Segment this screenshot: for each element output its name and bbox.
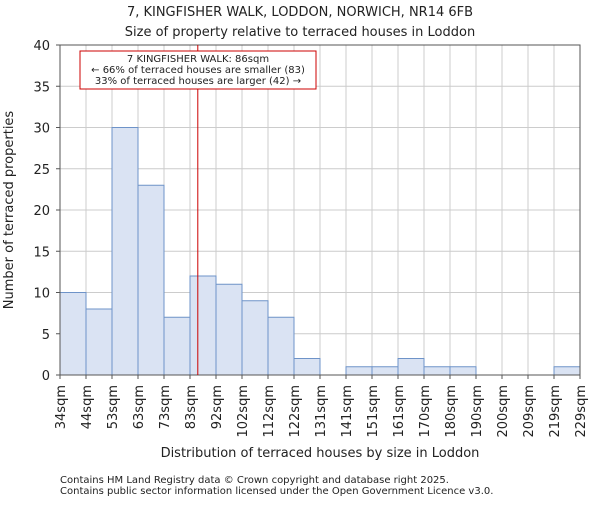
- x-tick-label: 73sqm: [158, 385, 173, 429]
- annotation-line-1: 7 KINGFISHER WALK: 86sqm: [127, 54, 269, 65]
- chart-title: 7, KINGFISHER WALK, LODDON, NORWICH, NR1…: [127, 5, 473, 20]
- histogram-bar: [423, 366, 451, 376]
- histogram-bar: [59, 292, 87, 376]
- y-tick-label: 30: [33, 122, 50, 137]
- x-tick-label: 53sqm: [106, 385, 121, 429]
- x-tick-label: 112sqm: [262, 385, 277, 438]
- y-tick-label: 20: [33, 204, 50, 219]
- x-tick-label: 131sqm: [314, 385, 329, 438]
- y-tick-label: 0: [42, 369, 50, 384]
- histogram-bar: [397, 358, 425, 376]
- x-tick-label: 229sqm: [574, 385, 589, 438]
- x-tick-label: 83sqm: [184, 385, 199, 429]
- x-tick-label: 141sqm: [340, 385, 355, 438]
- x-tick-label: 92sqm: [210, 385, 225, 429]
- histogram-bar: [137, 184, 165, 376]
- x-tick-label: 44sqm: [80, 385, 95, 429]
- histogram-bar: [111, 127, 139, 376]
- histogram-bar: [293, 358, 321, 376]
- y-tick-label: 35: [33, 80, 50, 95]
- y-tick-label: 5: [42, 328, 50, 343]
- x-tick-label: 190sqm: [470, 385, 485, 438]
- histogram-bar: [449, 366, 477, 376]
- x-tick-label: 200sqm: [496, 385, 511, 438]
- x-tick-label: 122sqm: [288, 385, 303, 438]
- x-axis-label: Distribution of terraced houses by size …: [161, 446, 480, 461]
- y-tick-label: 15: [33, 245, 50, 260]
- y-tick-labels: 0 5 10 15 20 25 30 35 40: [33, 39, 50, 384]
- x-tick-label: 170sqm: [418, 385, 433, 438]
- y-tick-label: 10: [33, 287, 50, 302]
- histogram-bar: [189, 275, 217, 376]
- histogram-bar: [85, 308, 113, 376]
- y-tick-label: 40: [33, 39, 50, 54]
- chart-subtitle: Size of property relative to terraced ho…: [125, 25, 475, 40]
- histogram-bar: [241, 300, 269, 376]
- histogram-bar: [267, 316, 295, 376]
- histogram-bar: [163, 316, 191, 376]
- annotation-border: [79, 50, 317, 90]
- x-tick-label: 219sqm: [548, 385, 563, 438]
- annotation-line-3: 33% of terraced houses are larger (42) →: [95, 76, 301, 87]
- footer-line-1: Contains HM Land Registry data © Crown c…: [60, 475, 449, 486]
- histogram-bar: [553, 366, 581, 376]
- x-tick-label: 209sqm: [522, 385, 537, 438]
- y-axis-label: Number of terraced properties: [2, 111, 17, 310]
- y-tick-label: 25: [33, 163, 50, 178]
- x-tick-labels: 34sqm 44sqm 53sqm 63sqm 73sqm 83sqm 92sqm 102sq…: [54, 385, 589, 438]
- x-tick-label: 34sqm: [54, 385, 69, 429]
- annotation-box: 7 KINGFISHER WALK: 86sqm ← 66% of terrac…: [79, 50, 317, 90]
- x-tick-label: 180sqm: [444, 385, 459, 438]
- axes-layer: [56, 44, 581, 379]
- histogram-bar: [371, 366, 399, 376]
- histogram-bar: [345, 366, 373, 376]
- x-tick-label: 102sqm: [236, 385, 251, 438]
- annotation-line-2: ← 66% of terraced houses are smaller (83…: [91, 65, 305, 76]
- x-tick-label: 161sqm: [392, 385, 407, 438]
- x-tick-label: 151sqm: [366, 385, 381, 438]
- histogram-bar: [215, 283, 243, 376]
- x-tick-label: 63sqm: [132, 385, 147, 429]
- footer-line-2: Contains public sector information licen…: [60, 486, 493, 497]
